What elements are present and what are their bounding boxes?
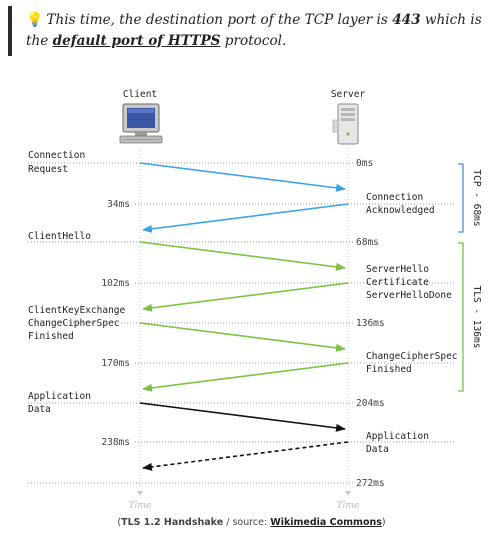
arrow-server-finished (142, 362, 349, 392)
right-label-application-data: Application Data (366, 431, 435, 455)
right-label-server-change-cipher: ChangeCipherSpec Finished (366, 351, 463, 375)
figure-caption: (TLS 1.2 Handshake / source: Wikimedia C… (117, 517, 386, 528)
right-label-serverhello: ServerHello Certificate ServerHelloDone (366, 264, 452, 301)
tcp-bracket-label: TCP - 68ms (471, 169, 482, 226)
left-label-client-key-exchange: ClientKeyExchange ChangeCipherSpec Finis… (28, 305, 131, 342)
server-time-1: 68ms (356, 237, 379, 248)
note-text-middle: which is the (26, 12, 482, 49)
left-label-clienthello: ClientHello (28, 231, 91, 242)
arrow-syn-ack (142, 203, 349, 233)
arrow-syn (139, 162, 346, 192)
arrow-request-data (139, 402, 346, 432)
caption-title: TLS 1.2 Handshake (121, 517, 224, 528)
arrow-clienthello (139, 241, 346, 271)
arrow-serverhello (142, 282, 349, 312)
svg-text:Time: Time (337, 501, 360, 511)
note-text-after: protocol. (220, 33, 287, 49)
tcp-bracket (458, 163, 464, 233)
server-title: Server (331, 89, 366, 100)
server-time-0: 0ms (356, 158, 373, 169)
server-time-axis: Time (337, 491, 360, 511)
note-port: 443 (392, 12, 421, 28)
left-label-connection-request: Connection Request (28, 150, 91, 175)
guide-lines (28, 162, 455, 484)
wikimedia-commons-link[interactable]: Wikimedia Commons (270, 517, 382, 528)
svg-text:Time: Time (129, 501, 152, 511)
arrow-response-data (142, 441, 349, 471)
note-text-before: This time, the destination port of the T… (46, 12, 393, 28)
tls-bracket (458, 242, 464, 392)
server-time-2: 136ms (356, 318, 385, 329)
info-note: 💡 This time, the destination port of the … (8, 6, 488, 56)
https-port-link[interactable]: default port of HTTPS (52, 33, 221, 49)
client-time-3: 238ms (101, 437, 130, 448)
client-time-1: 102ms (101, 278, 130, 289)
server-time-4: 272ms (356, 478, 385, 489)
server-tower-icon (332, 103, 359, 145)
client-time-0: 34ms (107, 199, 130, 210)
left-label-application-data: Application Data (28, 391, 97, 415)
client-title: Client (123, 89, 157, 100)
client-time-axis: Time (129, 491, 152, 511)
tls-handshake-diagram: Client Server Connection Request (28, 89, 482, 511)
tls-bracket-label: TLS - 136ms (471, 286, 482, 349)
arrow-client-key-exchange (139, 322, 346, 352)
client-time-2: 170ms (101, 358, 130, 369)
server-time-3: 204ms (356, 398, 385, 409)
client-computer-icon (119, 103, 163, 144)
right-label-connection-ack: Connection Acknowledged (366, 192, 435, 216)
lightbulb-icon: 💡 (26, 12, 44, 28)
